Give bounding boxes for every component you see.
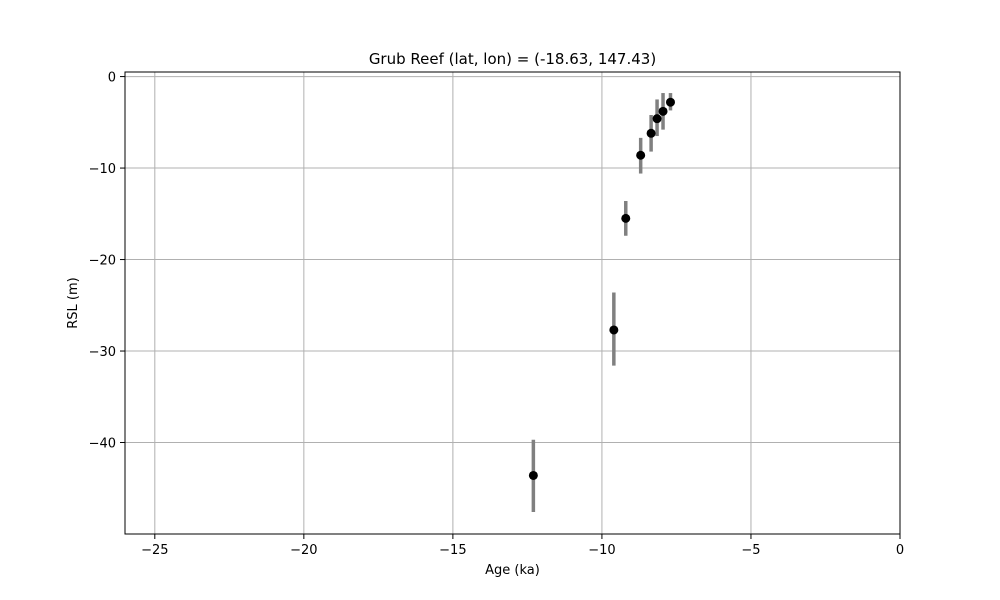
y-tick-label: 0: [108, 71, 116, 86]
data-point: [652, 114, 662, 124]
data-point: [665, 97, 675, 107]
data-point: [646, 128, 656, 138]
y-tick-label: −30: [89, 345, 116, 360]
data-point: [528, 470, 538, 480]
x-axis-label: Age (ka): [485, 563, 540, 578]
axis-ticks: −25 −20 −15 −10 −5 0 0 −10 −20 −30 −40: [89, 71, 905, 558]
x-tick-label: −10: [588, 543, 615, 558]
grid: [125, 72, 901, 534]
data-point: [621, 213, 631, 223]
chart-title: Grub Reef (lat, lon) = (-18.63, 147.43): [369, 50, 656, 68]
y-tick-label: −40: [89, 437, 116, 452]
data-points: [528, 93, 675, 513]
y-axis-label: RSL (m): [66, 277, 81, 328]
y-tick-label: −20: [89, 254, 116, 269]
plot-frame: [124, 71, 901, 535]
x-tick-label: 0: [896, 543, 904, 558]
x-tick-label: −25: [141, 543, 168, 558]
x-tick-label: −15: [439, 543, 466, 558]
data-point: [609, 325, 619, 335]
x-tick-label: −20: [290, 543, 317, 558]
y-tick-label: −10: [89, 162, 116, 177]
data-point: [658, 106, 668, 116]
data-point: [636, 150, 646, 160]
x-tick-label: −5: [741, 543, 760, 558]
